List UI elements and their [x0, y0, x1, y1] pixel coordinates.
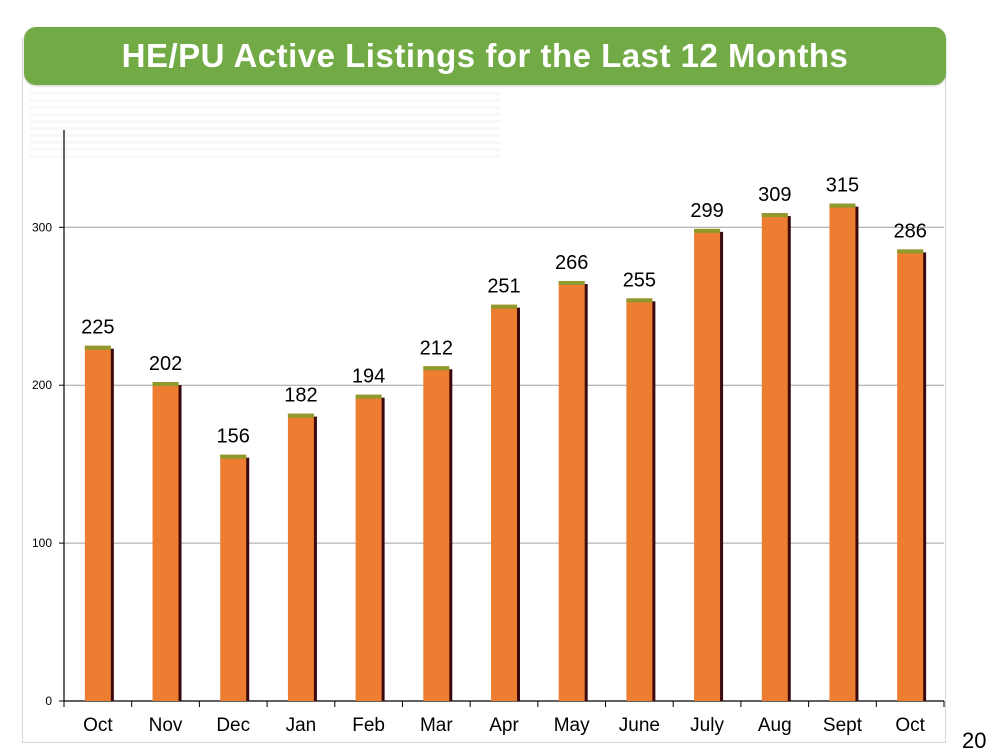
x-tick-label: Dec — [216, 715, 250, 736]
data-label: 255 — [623, 269, 656, 291]
bar — [220, 454, 247, 701]
bar-top — [694, 228, 721, 233]
x-tick-label: Oct — [895, 715, 925, 736]
data-label: 286 — [893, 220, 926, 242]
data-label: 299 — [690, 200, 723, 222]
bar — [558, 280, 585, 701]
bar-top — [558, 280, 585, 285]
data-label: 156 — [217, 426, 250, 448]
data-label: 212 — [420, 337, 453, 359]
x-tick-label: Aug — [758, 715, 792, 736]
bar-top — [152, 382, 179, 387]
background-watermark — [30, 92, 500, 162]
bar — [84, 345, 111, 701]
data-label: 315 — [826, 175, 859, 197]
data-label: 309 — [758, 184, 791, 206]
y-tick-label: 0 — [45, 694, 52, 708]
x-tick-label: Feb — [352, 715, 385, 736]
bar — [491, 304, 517, 701]
x-tick-label: July — [690, 715, 724, 736]
tick-labels: 0 100 200 300 Oct Nov Dec Jan Feb Mar Apr May June Ju… — [32, 220, 926, 736]
bar-top — [84, 345, 111, 350]
bar-top — [423, 366, 450, 371]
bar-top — [355, 394, 382, 399]
bar-top — [491, 304, 517, 309]
x-tick-label: May — [554, 715, 590, 736]
x-tick-label: Oct — [83, 715, 113, 736]
bar — [694, 228, 721, 701]
y-tick-label: 100 — [32, 536, 52, 550]
bar — [152, 382, 179, 701]
x-tick-label: Jan — [286, 715, 317, 736]
data-labels: 225 202 156 182 194 212 251 266 255 299 309 315 286 — [81, 175, 927, 448]
bar — [897, 249, 924, 701]
x-tick-label: Sept — [823, 715, 863, 736]
bar-top — [220, 454, 247, 459]
bar-top — [287, 413, 314, 418]
bar — [829, 203, 856, 702]
data-label: 194 — [352, 366, 385, 388]
bar-top — [897, 249, 924, 254]
x-tick-label: Mar — [420, 715, 453, 736]
bar-top — [626, 298, 653, 303]
bar — [761, 213, 788, 702]
x-tick-label: Nov — [149, 715, 183, 736]
data-label: 225 — [81, 317, 114, 339]
data-label: 202 — [149, 353, 182, 375]
page-number: 20 — [962, 728, 987, 753]
data-label: 266 — [555, 252, 588, 274]
y-tick-label: 200 — [32, 378, 52, 392]
data-label: 182 — [284, 385, 317, 407]
x-tick-label: Apr — [489, 715, 519, 736]
bar — [355, 394, 382, 701]
bar-top — [761, 213, 788, 218]
bar-top — [829, 203, 856, 208]
bar — [287, 413, 314, 701]
bar — [626, 298, 653, 701]
x-tick-label: June — [619, 715, 660, 736]
bars — [84, 203, 927, 702]
bar — [423, 366, 450, 701]
y-tick-label: 300 — [32, 220, 52, 234]
data-label: 251 — [487, 276, 520, 298]
chart-title: HE/PU Active Listings for the Last 12 Mo… — [24, 27, 946, 85]
